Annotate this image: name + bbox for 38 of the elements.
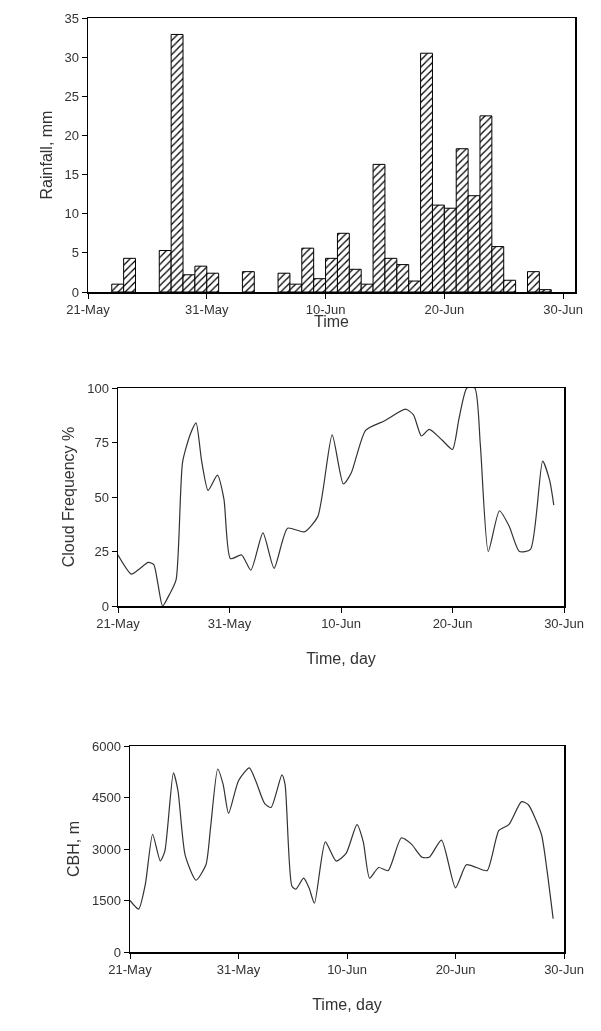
- x-tick-label: 21-May: [96, 616, 141, 632]
- x-tick-label: 21-May: [108, 962, 153, 978]
- y-tick-label: 0: [71, 284, 79, 300]
- x-tick-label: 30-Jun: [544, 616, 584, 632]
- y-tick-label: 25: [94, 544, 109, 560]
- y-axis-title: Rainfall, mm: [37, 110, 55, 200]
- x-tick-label: 30-Jun: [544, 962, 584, 978]
- y-tick-label: 75: [94, 435, 109, 451]
- x-axis-title: Time: [314, 313, 350, 330]
- y-tick-label: 50: [94, 489, 109, 505]
- x-tick-label: 31-May: [216, 962, 261, 978]
- x-tick-label: 21-May: [66, 302, 111, 318]
- x-tick-label: 31-May: [185, 302, 229, 318]
- x-tick-label: 31-May: [207, 616, 252, 632]
- y-axis-title: Cloud Frequency %: [60, 426, 78, 568]
- y-tick-label: 30: [64, 49, 79, 65]
- y-tick-label: 20: [64, 127, 79, 143]
- y-axis-title: CBH, m: [65, 821, 83, 877]
- y-tick-label: 5: [71, 245, 79, 261]
- y-tick-label: 3000: [91, 841, 121, 857]
- x-tick-label: 20-Jun: [424, 302, 465, 318]
- y-tick-label: 10: [64, 206, 79, 222]
- x-axis-title: Time, day: [312, 995, 382, 1013]
- y-tick-label: 4500: [91, 790, 121, 806]
- x-tick-label: 20-Jun: [435, 962, 476, 978]
- x-axis-title: Time, day: [306, 649, 376, 667]
- x-tick-label: 30-Jun: [543, 302, 583, 318]
- x-tick-label: 10-Jun: [321, 616, 361, 632]
- y-tick-label: 25: [64, 88, 79, 104]
- y-tick-label: 0: [113, 944, 121, 960]
- x-tick-label: 20-Jun: [432, 616, 473, 632]
- x-tick-label: 10-Jun: [327, 962, 367, 978]
- y-tick-label: 0: [101, 598, 109, 614]
- y-tick-label: 6000: [91, 738, 121, 754]
- y-tick-label: 1500: [91, 893, 121, 909]
- y-tick-label: 100: [87, 380, 109, 396]
- y-tick-label: 15: [64, 167, 79, 183]
- y-tick-label: 35: [64, 10, 79, 26]
